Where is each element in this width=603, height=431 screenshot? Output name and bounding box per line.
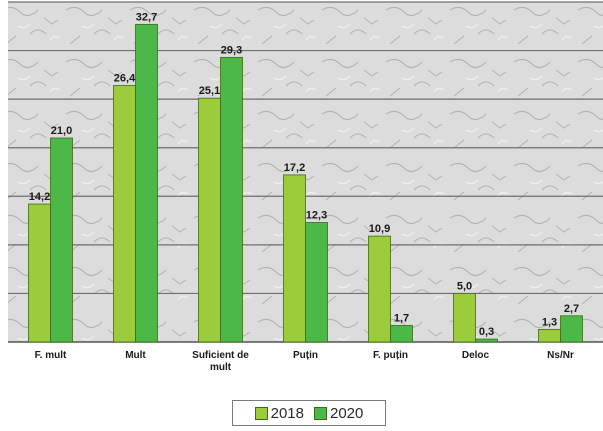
x-tick-label: Deloc xyxy=(462,350,490,361)
data-label-2020: 29,3 xyxy=(221,44,242,56)
bar-2018 xyxy=(538,328,561,343)
data-label-2018: 17,2 xyxy=(284,162,305,174)
x-tick-label: F. mult xyxy=(35,350,67,361)
bar-2018 xyxy=(113,85,136,343)
x-tick-label: F. puțin xyxy=(373,350,408,361)
bar-2020 xyxy=(390,325,413,343)
legend-item-2020: 2020 xyxy=(314,405,363,422)
legend-label-2018: 2018 xyxy=(270,404,304,422)
bar-2018 xyxy=(198,97,221,343)
x-tick-label: Mult xyxy=(125,350,146,361)
legend: 2018 2020 xyxy=(232,400,386,426)
x-tick-label: Puțin xyxy=(293,350,318,361)
bar-2018 xyxy=(368,235,391,343)
data-label-2020: 12,3 xyxy=(306,210,327,222)
bar-2020 xyxy=(560,315,583,343)
x-tick-label: Ns/Nr xyxy=(547,350,574,361)
x-tick-label: Suficient de mult xyxy=(192,350,249,373)
legend-item-2018: 2018 xyxy=(254,404,304,422)
data-label-2020: 0,3 xyxy=(479,326,494,338)
legend-swatch-2020 xyxy=(314,406,327,420)
data-label-2018: 14,2 xyxy=(29,191,50,203)
bar-2020 xyxy=(220,56,243,343)
data-label-2020: 32,7 xyxy=(136,11,157,23)
bar-2020 xyxy=(305,222,328,343)
bar-2018 xyxy=(283,174,306,343)
bar-2020 xyxy=(475,338,498,343)
data-label-2020: 21,0 xyxy=(51,125,72,137)
data-label-2018: 1,3 xyxy=(542,316,557,328)
bar-2018 xyxy=(28,203,51,343)
data-label-2018: 5,0 xyxy=(457,280,472,292)
data-label-2018: 25,1 xyxy=(199,85,220,97)
legend-swatch-2018 xyxy=(254,406,268,420)
data-label-2020: 2,7 xyxy=(564,303,579,315)
bar-2020 xyxy=(50,137,73,343)
bar-2020 xyxy=(135,23,158,343)
data-label-2018: 10,9 xyxy=(369,223,390,235)
data-label-2018: 26,4 xyxy=(114,73,136,85)
legend-label-2020: 2020 xyxy=(330,404,364,422)
data-label-2020: 1,7 xyxy=(394,312,409,324)
bar-2018 xyxy=(453,293,476,343)
